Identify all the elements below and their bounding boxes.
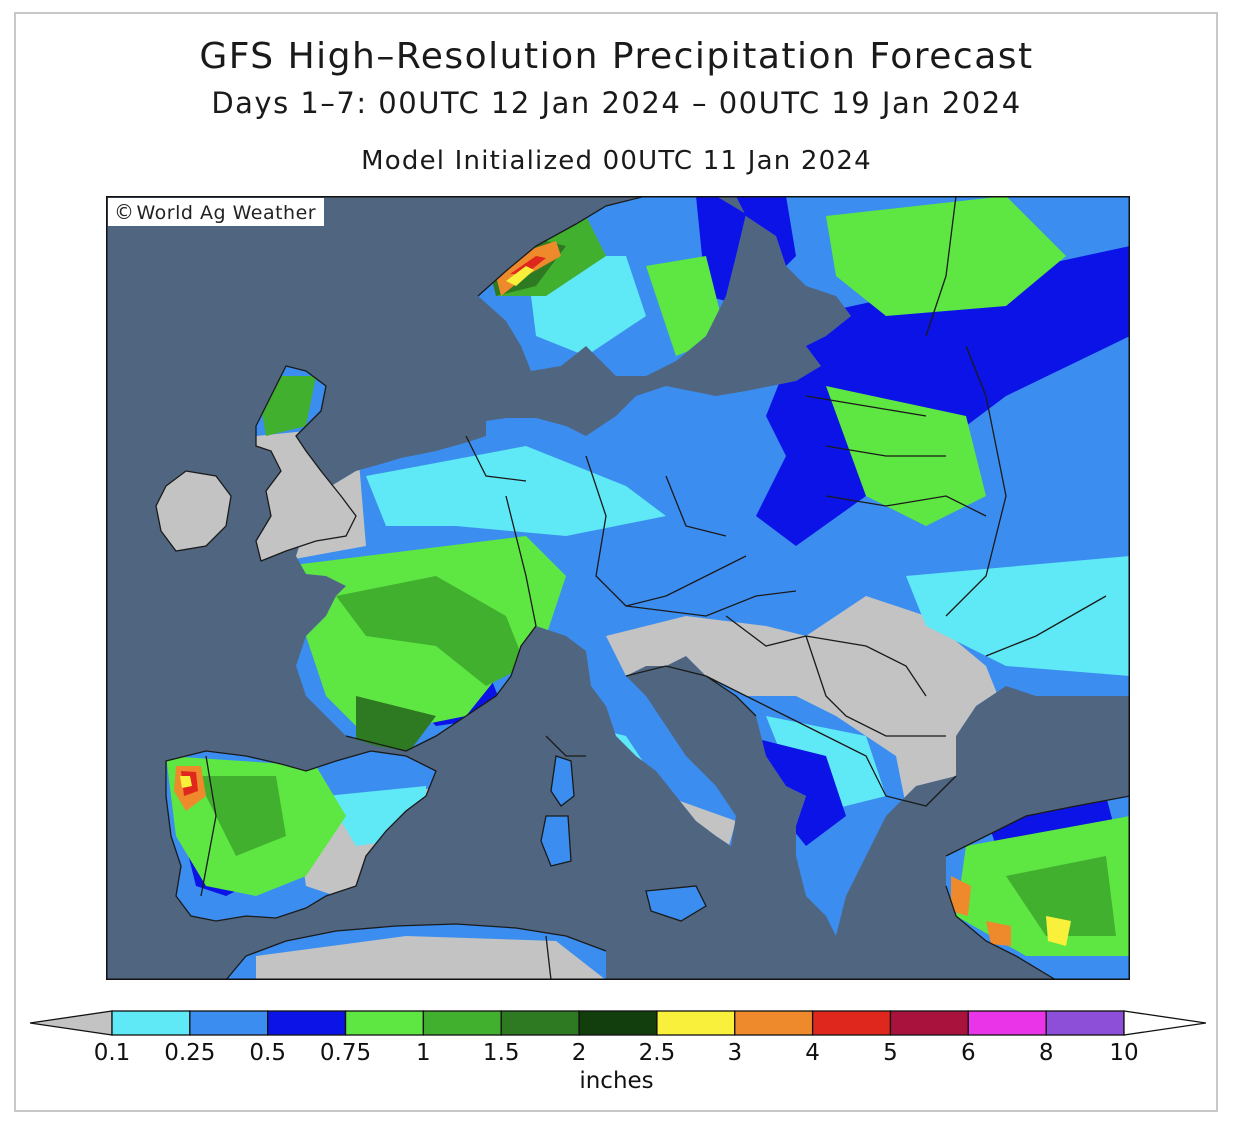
copyright-icon: ©: [114, 200, 135, 224]
colorbar-tick-label: 5: [883, 1040, 898, 1066]
colorbar-tick-label: 6: [960, 1040, 976, 1066]
colorbar-tick-label: 0.5: [249, 1040, 286, 1066]
model-init-label: Model Initialized 00UTC 11 Jan 2024: [361, 146, 872, 176]
map-title: GFS High–Resolution Precipitation Foreca…: [199, 36, 1034, 77]
colorbar-bin: [344, 1010, 425, 1036]
colorbar-above-arrow: [1123, 1010, 1206, 1036]
colorbar-tick-label: 2.5: [638, 1040, 676, 1066]
credit-text: World Ag Weather: [136, 202, 317, 224]
colorbar-tick-label: 4: [805, 1040, 820, 1066]
colorbar-below-arrow: [30, 1010, 113, 1036]
colorbar-bin: [267, 1010, 347, 1036]
colorbar-bin: [189, 1010, 269, 1036]
colorbar-bin: [811, 1010, 892, 1036]
colorbar-bin: [422, 1010, 502, 1036]
colorbar-bin: [734, 1010, 814, 1036]
colorbar-bin: [656, 1010, 736, 1036]
colorbar-tick-label: 1.5: [482, 1040, 520, 1066]
colorbar-bin: [967, 1010, 1047, 1036]
country-borders: [155, 196, 1130, 980]
colorbar-bin: [578, 1010, 658, 1036]
colorbar-tick-label: 1: [416, 1040, 431, 1066]
colorbar-tick-label: 0.75: [319, 1040, 372, 1066]
colorbar-bin: [889, 1010, 969, 1036]
colorbar-bin: [500, 1010, 580, 1036]
map-subtitle: Days 1–7: 00UTC 12 Jan 2024 – 00UTC 19 J…: [211, 86, 1022, 120]
colorbar-bin: [111, 1010, 191, 1036]
colorbar-tick-label: 2: [571, 1040, 587, 1066]
precipitation-map: [106, 196, 1130, 980]
colorbar-tick-label: 0.1: [93, 1040, 131, 1066]
colorbar-tick-label: 8: [1038, 1040, 1054, 1066]
colorbar-tick-label: 10: [1109, 1040, 1139, 1066]
copyright-credit: © World Ag Weather: [108, 198, 325, 226]
colorbar-bin: [1045, 1010, 1125, 1036]
colorbar-units-label: inches: [579, 1068, 654, 1094]
colorbar-tick-label: 3: [727, 1040, 743, 1066]
colorbar: [30, 1010, 1206, 1036]
colorbar-tick-label: 0.25: [164, 1040, 216, 1066]
